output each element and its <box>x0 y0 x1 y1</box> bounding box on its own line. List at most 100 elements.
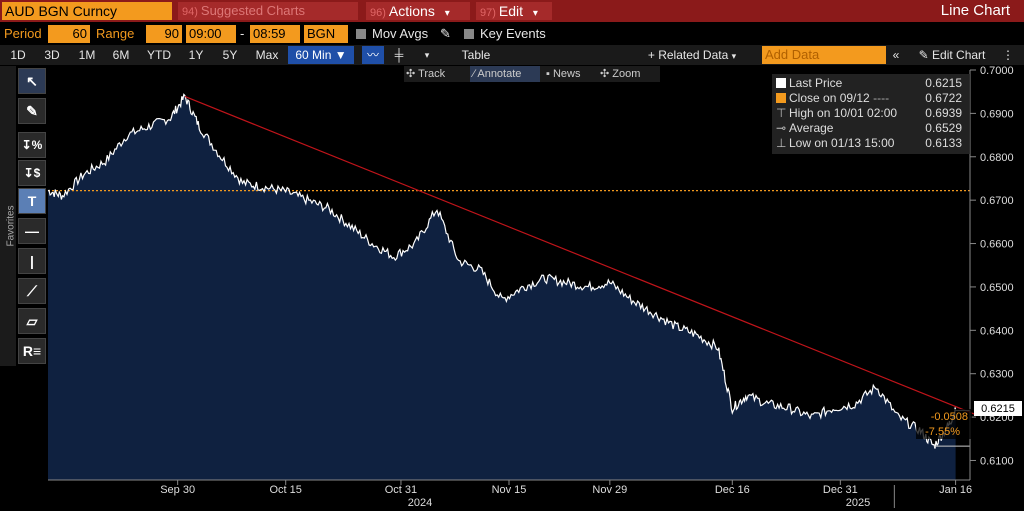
legend-close-label: Close on 09/12 <box>789 91 870 105</box>
news-tool[interactable]: ▪ News <box>546 66 596 82</box>
edit-menu[interactable]: 97) Edit ▾ <box>476 2 552 20</box>
candlestick-icon[interactable]: ╪ <box>394 48 404 62</box>
actions-label: Actions <box>388 3 435 19</box>
track-tool[interactable]: ✣ Track <box>406 66 468 82</box>
legend-high-value: 0.6939 <box>925 106 962 120</box>
legend-high-label: High on 10/01 02:00 <box>789 106 898 120</box>
chevron-down-icon[interactable]: ▾ <box>424 50 430 60</box>
line-chart-icon[interactable]: 〰 <box>362 46 384 64</box>
last-price-tag: 0.6215 <box>974 401 1022 416</box>
x-axis: Sep 30 Oct 15 Oct 31 Nov 15 Nov 29 Dec 16 Dec … <box>48 479 972 509</box>
timeframe-3d-button[interactable]: 3D <box>44 48 60 62</box>
title-bar: AUD BGN Curncy 94) Suggested Charts 96) Ac… <box>0 0 1024 22</box>
legend-low-label: Low on 01/13 15:00 <box>789 136 895 150</box>
pencil-icon[interactable]: ✎ <box>440 26 451 41</box>
legend-last-price: Last Price 0.6215 <box>776 76 966 91</box>
timeframe-max-button[interactable]: Max <box>255 48 279 62</box>
legend-average: ⊸ Average 0.6529 <box>776 121 966 136</box>
news-icon: ▪ <box>546 68 550 80</box>
change-abs-label: -0.0508 <box>931 411 968 423</box>
key-events-checkbox[interactable] <box>464 29 474 39</box>
time-from-input[interactable]: 09:00 <box>186 25 236 43</box>
annotate-label: Annotate <box>477 68 522 80</box>
retracement-tool-icon[interactable]: R≡ <box>18 338 46 364</box>
legend-close: Close on 09/12 ---- 0.6722 <box>776 91 966 106</box>
legend-close-value: 0.6722 <box>925 91 962 105</box>
pencil-icon: ✎ <box>918 48 929 62</box>
suggested-charts-menu[interactable]: 94) Suggested Charts <box>178 2 358 20</box>
mov-avgs-label[interactable]: Mov Avgs <box>372 26 429 41</box>
dashed-line-icon: ---- <box>873 91 890 105</box>
actions-number: 96) <box>370 7 386 19</box>
average-marker-icon: ⊸ <box>776 121 787 135</box>
source-input[interactable]: BGN <box>304 25 348 43</box>
related-data-menu[interactable]: + Related Data ▾ <box>636 46 748 64</box>
range-input[interactable]: 90 <box>146 25 182 43</box>
pencil-tool-icon[interactable]: ✎ <box>18 98 46 124</box>
more-options-icon[interactable]: ⋮ <box>1002 48 1014 62</box>
horizontal-line-tool-icon[interactable]: — <box>18 218 46 244</box>
y-tick-label: 0.6800 <box>980 152 1014 164</box>
legend-low-value: 0.6133 <box>925 136 962 150</box>
favorites-strip[interactable]: Favorites <box>0 66 17 366</box>
chart-type-title: Line Chart <box>940 2 1010 19</box>
triangle-down-icon: ▼ <box>334 48 347 62</box>
channel-tool-icon[interactable]: ▱ <box>18 308 46 334</box>
collapse-icon[interactable]: « <box>892 48 900 62</box>
trend-line[interactable] <box>184 95 976 416</box>
add-data-input[interactable]: Add Data <box>762 46 886 64</box>
x-tick-label: Sep 30 <box>160 484 195 496</box>
y-tick-label: 0.6600 <box>980 239 1014 251</box>
y-tick-label: 0.6400 <box>980 325 1014 337</box>
zoom-icon: ✣ <box>600 68 610 80</box>
y-tick-label: 0.6700 <box>980 195 1014 207</box>
y-tick-label: 0.6900 <box>980 108 1014 120</box>
legend-average-value: 0.6529 <box>925 121 962 135</box>
table-button[interactable]: Table <box>461 48 491 62</box>
year-label: 2025 <box>846 497 870 509</box>
percent-change-tool-icon[interactable]: ↧% <box>18 132 46 158</box>
timeframe-6m-button[interactable]: 6M <box>112 48 130 62</box>
timeframe-ytd-button[interactable]: YTD <box>147 48 171 62</box>
timeframe-1y-button[interactable]: 1Y <box>188 48 204 62</box>
annotate-tool[interactable]: ∕ Annotate <box>470 66 540 82</box>
timeframe-1d-button[interactable]: 1D <box>10 48 26 62</box>
period-input[interactable]: 60 <box>48 25 90 43</box>
timeframe-toolbar: 1D 3D 1M 6M YTD 1Y 5Y Max 60 Min ▼ 〰 ╪ ▾… <box>0 45 1024 65</box>
interval-dropdown[interactable]: 60 Min ▼ <box>288 46 354 64</box>
actions-menu[interactable]: 96) Actions ▾ <box>366 2 470 20</box>
suggested-charts-label: Suggested Charts <box>200 3 305 18</box>
time-separator: - <box>240 26 245 41</box>
vertical-line-tool-icon[interactable]: | <box>18 248 46 274</box>
y-axis: 0.61000.62000.63000.64000.65000.66000.67… <box>969 65 1014 480</box>
edit-chart-button[interactable]: ✎ Edit Chart <box>908 46 996 64</box>
trendline-tool-icon[interactable]: ⟋ <box>18 278 46 304</box>
year-label: 2024 <box>408 497 432 509</box>
cursor-tool-icon[interactable]: ↖ <box>18 68 46 94</box>
text-tool-icon[interactable]: T <box>18 188 46 214</box>
range-label: Range <box>96 26 135 41</box>
drawing-toolbar: Favorites ↖ ✎ ↧% ↧$ T — | ⟋ ▱ R≡ <box>0 66 48 366</box>
ticker-input[interactable]: AUD BGN Curncy <box>2 2 172 20</box>
price-change-tool-icon[interactable]: ↧$ <box>18 160 46 186</box>
change-pct-label: -7.55% <box>925 426 960 438</box>
time-to-input[interactable]: 08:59 <box>250 25 300 43</box>
mov-avgs-checkbox[interactable] <box>356 29 366 39</box>
y-tick-label: 0.6100 <box>980 455 1014 467</box>
white-square-icon <box>776 78 786 88</box>
edit-label: Edit <box>498 3 524 19</box>
timeframe-5y-button[interactable]: 5Y <box>222 48 238 62</box>
key-events-label[interactable]: Key Events <box>480 26 546 41</box>
y-tick-label: 0.7000 <box>980 65 1014 77</box>
chart-legend: Last Price 0.6215 Close on 09/12 ---- 0.… <box>772 74 970 154</box>
x-tick-label: Oct 31 <box>385 484 417 496</box>
legend-last-price-label: Last Price <box>789 76 843 90</box>
last-price-tag-text: 0.6215 <box>981 403 1015 415</box>
timeframe-1m-button[interactable]: 1M <box>78 48 96 62</box>
favorites-label: Favorites <box>5 205 17 247</box>
crosshair-icon: ✣ <box>406 68 416 80</box>
high-marker-icon: ⊤ <box>776 106 787 120</box>
suggested-charts-number: 94) <box>182 6 198 18</box>
zoom-tool[interactable]: ✣ Zoom <box>600 66 660 82</box>
